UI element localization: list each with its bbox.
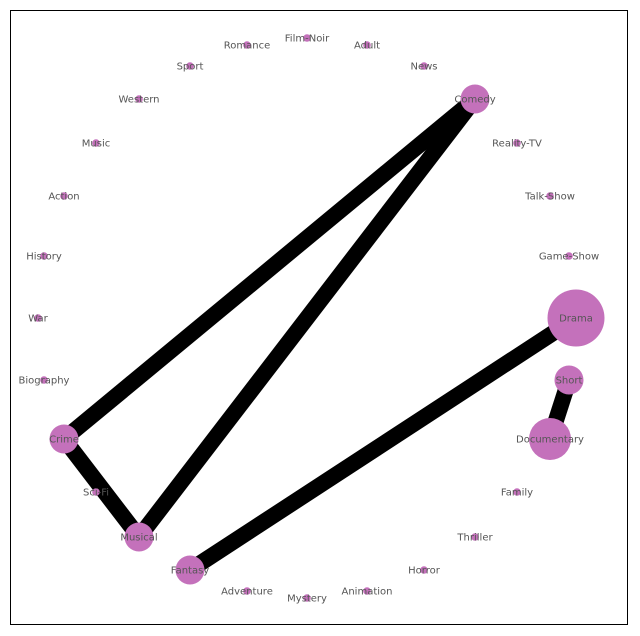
node-film-noir [303, 34, 311, 42]
node-short [554, 365, 584, 395]
node-history [40, 252, 48, 260]
node-western [135, 95, 143, 103]
node-mystery [303, 594, 311, 602]
node-label-mystery: Mystery [287, 594, 327, 605]
node-label-music: Music [82, 139, 110, 150]
node-label-crime: Crime [49, 435, 79, 446]
node-comedy [460, 84, 490, 114]
node-sport [186, 62, 194, 70]
node-label-biography: Biography [19, 376, 70, 387]
node-label-musical: Musical [120, 533, 157, 544]
node-label-horror: Horror [408, 566, 441, 577]
edge-crime-musical [57, 434, 146, 542]
node-label-romance: Romance [224, 41, 270, 52]
node-layer [34, 34, 605, 602]
node-talk-show [546, 192, 554, 200]
node-action [60, 192, 68, 200]
edge-comedy-crime [58, 92, 481, 446]
node-label-film-noir: Film-Noir [285, 34, 330, 45]
node-crime [49, 424, 79, 454]
node-label-family: Family [501, 488, 533, 499]
node-label-fantasy: Fantasy [171, 566, 210, 577]
node-war [34, 314, 42, 322]
node-label-short: Short [556, 376, 583, 387]
node-label-action: Action [48, 192, 79, 203]
node-label-sci-fi: Sci-Fi [83, 488, 109, 499]
label-layer: Drama Game-Show Talk-Show Reality-TV Comedy N… [19, 34, 600, 605]
node-adult [363, 41, 371, 49]
node-music [92, 139, 100, 147]
node-label-animation: Animation [342, 587, 393, 598]
node-family [513, 488, 521, 496]
node-game-show [565, 252, 573, 260]
node-label-news: News [410, 62, 437, 73]
node-label-comedy: Comedy [454, 95, 495, 106]
node-musical [124, 522, 154, 552]
node-thriller [471, 533, 479, 541]
node-label-talk-show: Talk-Show [524, 192, 575, 203]
node-label-western: Western [118, 95, 159, 106]
edge-drama-fantasy [185, 311, 581, 577]
diagram-frame [10, 10, 628, 625]
node-label-history: History [26, 252, 62, 263]
node-label-adult: Adult [354, 41, 380, 52]
edge-layer [57, 92, 581, 577]
node-adventure [243, 587, 251, 595]
node-label-thriller: Thriller [456, 533, 493, 544]
edge-comedy-musical [132, 94, 482, 542]
node-label-reality-tv: Reality-TV [492, 139, 542, 150]
node-documentary [529, 418, 571, 460]
node-animation [363, 587, 371, 595]
node-drama [547, 289, 605, 347]
node-news [420, 62, 428, 70]
node-label-documentary: Documentary [516, 435, 584, 446]
node-label-drama: Drama [559, 314, 593, 325]
node-reality-tv [513, 139, 521, 147]
node-horror [420, 566, 428, 574]
node-label-game-show: Game-Show [539, 252, 599, 263]
node-romance [243, 41, 251, 49]
node-sci-fi [92, 488, 100, 496]
node-fantasy [175, 555, 205, 585]
node-label-adventure: Adventure [221, 587, 273, 598]
node-biography [40, 376, 48, 384]
node-label-war: War [28, 314, 48, 325]
node-label-sport: Sport [177, 62, 204, 73]
